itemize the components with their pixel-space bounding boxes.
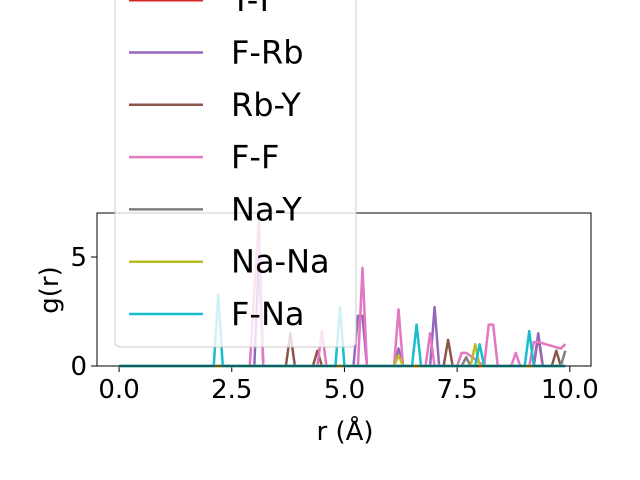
y-tick-label: 5	[70, 243, 87, 273]
legend-label: Na-Na	[231, 243, 330, 281]
x-tick-label: 7.5	[436, 375, 477, 405]
x-tick-label: 10.0	[541, 375, 599, 405]
legend-box	[114, 0, 357, 348]
y-tick-label: 0	[70, 352, 87, 382]
x-tick-label: 5.0	[324, 375, 365, 405]
legend-label: Na-Y	[231, 190, 302, 228]
legend-label: F-Na	[231, 295, 305, 333]
x-tick-label: 2.5	[211, 375, 252, 405]
legend-label: F-F	[231, 138, 279, 176]
x-tick-label: 0.0	[98, 375, 139, 405]
series-line	[119, 220, 567, 368]
x-axis-label: r (Å)	[316, 415, 373, 447]
y-axis-label: g(r)	[35, 266, 65, 313]
legend-label: Y-Y	[230, 0, 275, 19]
legend-label: Rb-Y	[231, 86, 301, 124]
legend-label: F-Rb	[231, 34, 304, 72]
